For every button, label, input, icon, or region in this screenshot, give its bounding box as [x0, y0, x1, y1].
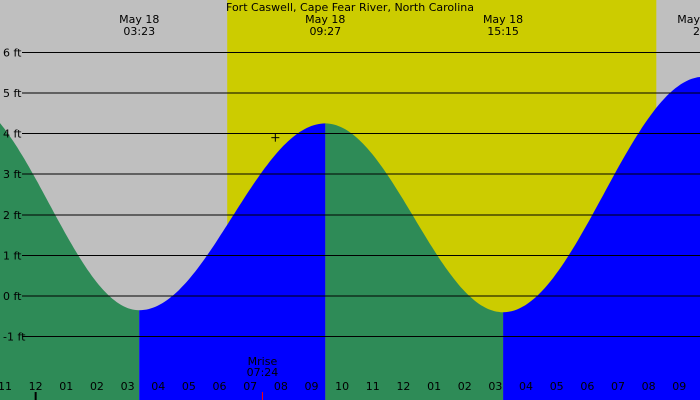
x-tick-label: 02	[458, 380, 472, 393]
y-tick-label: 6 ft	[3, 46, 22, 59]
extreme-time: 09:27	[309, 25, 341, 38]
extreme-date: May 18	[119, 13, 159, 26]
y-tick-label: 2 ft	[3, 209, 22, 222]
x-tick-label: 05	[182, 380, 196, 393]
x-tick-label: 03	[121, 380, 135, 393]
x-tick-label: 04	[519, 380, 533, 393]
moonrise-label: Mrise	[248, 355, 278, 368]
chart-title: Fort Caswell, Cape Fear River, North Car…	[226, 1, 474, 14]
y-tick-labels: 6 ft 5 ft 4 ft 3 ft 2 ft 1 ft 0 ft -1 ft	[3, 46, 26, 343]
tide-area-layer	[0, 76, 700, 400]
x-tick-label: 03	[488, 380, 502, 393]
y-tick-label: 3 ft	[3, 168, 22, 181]
extreme-date: May 18	[305, 13, 345, 26]
x-tick-label: 07	[611, 380, 625, 393]
y-tick-label: 0 ft	[3, 290, 22, 303]
tide-rising-area-2	[503, 76, 700, 400]
extreme-time: 03:23	[123, 25, 155, 38]
x-tick-label: 02	[90, 380, 104, 393]
x-tick-label: 06	[213, 380, 227, 393]
y-tick-label: 4 ft	[3, 128, 22, 141]
tide-falling-area-1	[0, 123, 140, 400]
tide-falling-area-2	[325, 123, 504, 400]
x-tick-label: 11	[0, 380, 12, 393]
x-tick-label: 08	[274, 380, 288, 393]
y-tick-label: -1 ft	[3, 331, 26, 344]
x-tick-labels: 11 12 01 02 03 04 05 06 07 08 09 10 11 12 01 02 03 04 05 06…	[0, 380, 686, 393]
x-tick-label: 12	[29, 380, 43, 393]
extreme-time: 15:15	[487, 25, 519, 38]
x-tick-label: 10	[335, 380, 349, 393]
x-tick-label: 12	[396, 380, 410, 393]
x-tick-label: 09	[672, 380, 686, 393]
current-level-marker	[271, 133, 280, 142]
x-tick-label: 08	[642, 380, 656, 393]
x-tick-label: 05	[550, 380, 564, 393]
moonrise-time: 07:24	[247, 366, 279, 379]
x-tick-label: 01	[427, 380, 441, 393]
x-tick-label: 07	[243, 380, 257, 393]
grid-lines	[22, 51, 700, 338]
x-tick-label: 06	[580, 380, 594, 393]
y-tick-label: 5 ft	[3, 87, 22, 100]
x-tick-label: 09	[305, 380, 319, 393]
tide-rising-area-1	[139, 123, 326, 400]
extreme-date: May 18	[483, 13, 523, 26]
y-tick-label: 1 ft	[3, 249, 22, 262]
x-tick-label: 04	[151, 380, 165, 393]
x-tick-label: 11	[366, 380, 380, 393]
extreme-time: 2	[693, 25, 700, 38]
x-tick-label: 01	[59, 380, 73, 393]
extreme-date: May	[677, 13, 700, 26]
